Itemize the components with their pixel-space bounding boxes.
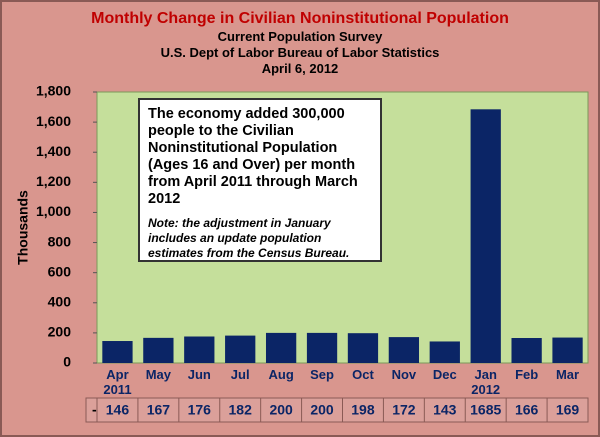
bar <box>306 332 338 363</box>
series-name: - <box>92 402 97 418</box>
y-tick-label: 1,400 <box>36 143 71 159</box>
table-value: 172 <box>392 402 416 418</box>
y-tick-label: 600 <box>48 263 72 279</box>
x-tick-label: Aug <box>268 367 294 382</box>
y-tick-label: 1,600 <box>36 113 71 129</box>
table-value: 146 <box>106 402 130 418</box>
x-tick-label: Apr 2011 <box>103 367 132 397</box>
table-value: 166 <box>515 402 539 418</box>
x-tick-label: Feb <box>515 367 539 382</box>
subtitle: April 6, 2012 <box>261 61 339 76</box>
y-tick-label: 0 <box>63 354 71 370</box>
x-tick-label: Jun <box>187 367 211 382</box>
subtitle: Current Population Survey <box>217 29 383 44</box>
table-value: 200 <box>310 402 334 418</box>
table-value: 176 <box>188 402 212 418</box>
bar <box>470 109 501 363</box>
y-tick-label: 200 <box>48 324 72 340</box>
table-value: 143 <box>433 402 457 418</box>
bar <box>388 337 420 363</box>
y-tick-label: 1,200 <box>36 173 71 189</box>
subtitle: U.S. Dept of Labor Bureau of Labor Stati… <box>160 45 440 60</box>
note: Note: the adjustment in January includes… <box>148 216 350 260</box>
bar <box>102 341 133 363</box>
table-value: 200 <box>269 402 293 418</box>
table-value: 1685 <box>470 402 501 418</box>
x-tick-label: Dec <box>432 367 457 382</box>
table-value: 182 <box>229 402 253 418</box>
x-tick-label: Mar <box>555 367 580 382</box>
bar <box>225 335 256 363</box>
table-value: 167 <box>147 402 171 418</box>
y-tick-label: 800 <box>48 233 72 249</box>
x-tick-label: May <box>145 367 172 382</box>
bar <box>347 333 379 363</box>
annotation-box: The economy added 300,000 people to the … <box>138 98 382 262</box>
y-tick-label: 1,800 <box>36 83 71 99</box>
y-axis-label: Thousands <box>15 190 31 265</box>
bar <box>552 337 583 363</box>
y-tick-label: 1,000 <box>36 203 71 219</box>
y-tick-label: 400 <box>48 293 72 309</box>
chart-title: Monthly Change in Civilian Noninstitutio… <box>91 10 509 27</box>
bar <box>143 337 174 363</box>
x-tick-label: Nov <box>391 367 417 382</box>
x-tick-label: Jan 2012 <box>471 367 501 397</box>
bar <box>511 338 542 363</box>
bar <box>265 332 297 363</box>
annotation: The economy added 300,000 people to the … <box>148 106 358 207</box>
x-tick-label: Jul <box>230 367 250 382</box>
bar <box>184 336 215 363</box>
x-tick-label: Oct <box>352 367 374 382</box>
bar <box>429 341 460 363</box>
data-table <box>85 397 589 423</box>
table-value: 169 <box>556 402 580 418</box>
table-value: 198 <box>351 402 375 418</box>
x-tick-label: Sep <box>310 367 334 382</box>
